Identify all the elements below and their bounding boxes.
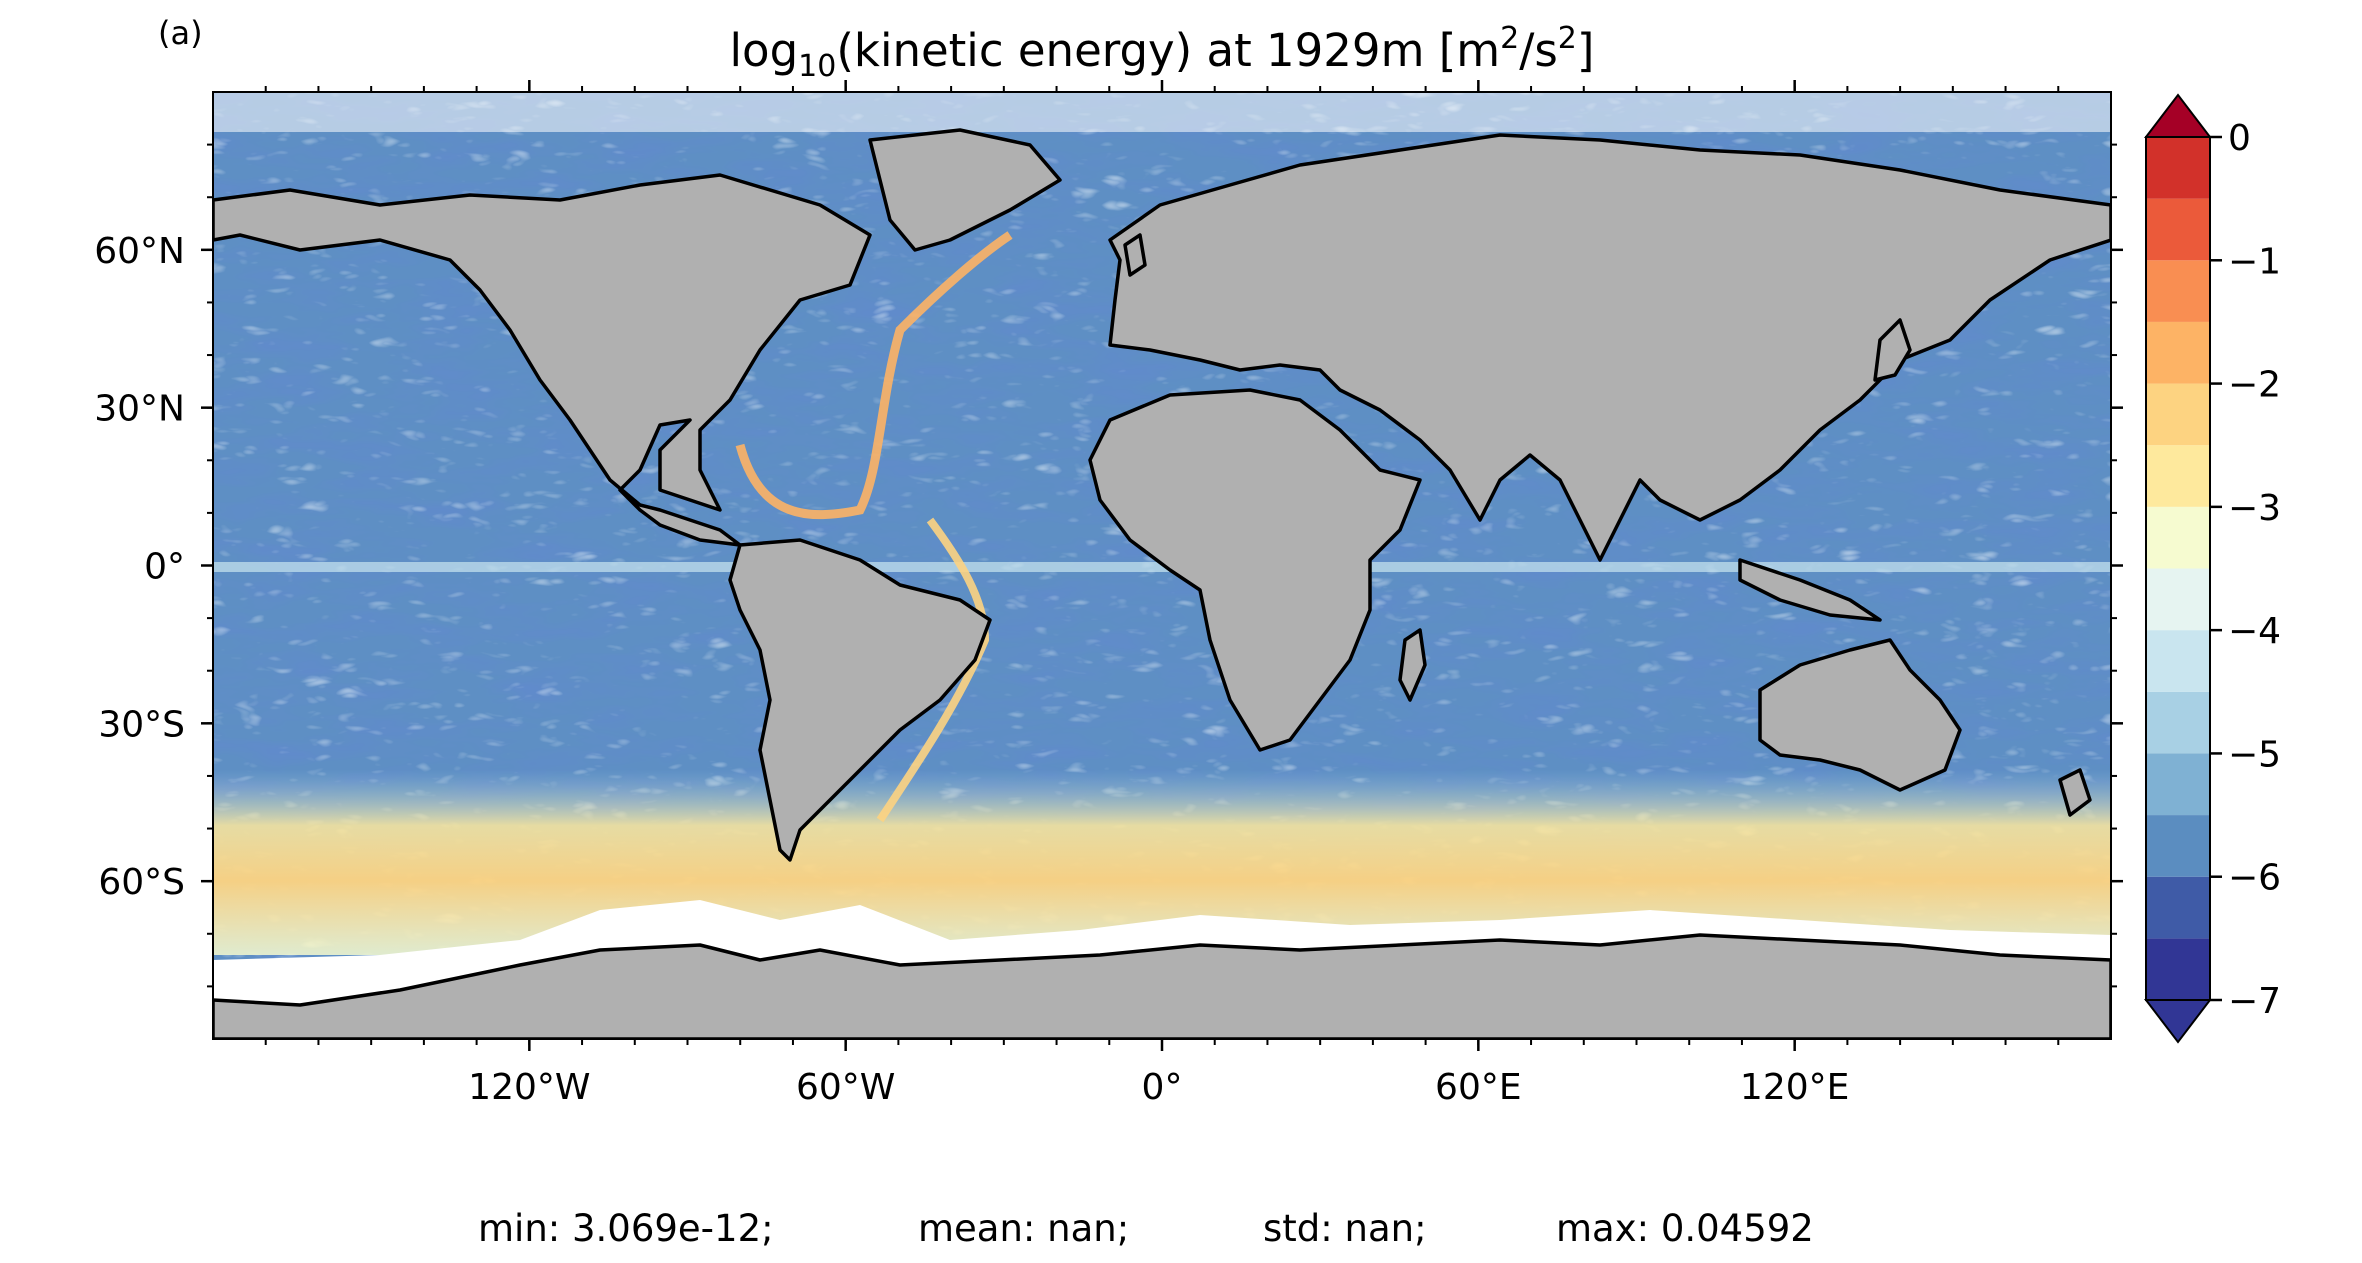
colorbar: 0 −1 −2 −3 −4 −5 −6 −7	[2143, 93, 2281, 1044]
longitude-axis: 120°W 60°W 0° 60°E 120°E	[264, 80, 2060, 1108]
colorbar-level	[2146, 753, 2210, 816]
lat-tick-label: 30°S	[98, 704, 185, 745]
lat-tick-label: 0°	[144, 547, 185, 588]
title-main: (kinetic energy) at 1929m [m	[836, 24, 1500, 77]
lon-tick-label: 60°W	[796, 1067, 895, 1108]
colorbar-max-arrow	[2143, 93, 2213, 138]
north-america	[213, 173, 872, 547]
uk	[1123, 233, 1147, 277]
gulf-stream	[735, 231, 1013, 520]
arctic-ice	[213, 92, 2111, 132]
lon-tick-label: 0°	[1142, 1067, 1183, 1108]
colorbar-min-arrow	[2143, 999, 2213, 1044]
antarctica	[213, 933, 2111, 1039]
colorbar-frame	[2145, 136, 2211, 1001]
lat-tick-label: 60°S	[98, 862, 185, 903]
colorbar-level	[2146, 938, 2210, 1000]
panel-label: (a)	[158, 14, 203, 52]
colorbar-tick-label: −2	[2228, 365, 2281, 406]
colorbar-tick-label: −1	[2228, 241, 2281, 282]
title-prefix: log	[730, 24, 799, 77]
colorbar-level	[2146, 198, 2210, 261]
stat-min: min: 3.069e-12;	[478, 1207, 774, 1250]
colorbar-tick-label: −5	[2228, 734, 2281, 775]
colorbar-level	[2146, 506, 2210, 569]
lon-tick-label: 60°E	[1435, 1067, 1522, 1108]
lon-tick-label: 120°E	[1740, 1067, 1849, 1108]
australia	[1758, 638, 1962, 792]
colorbar-tick-label: −6	[2228, 858, 2281, 899]
brazil-current	[876, 517, 990, 823]
colorbar-level	[2146, 691, 2210, 754]
japan	[1873, 318, 1912, 382]
africa	[1088, 388, 1422, 752]
indonesia	[1738, 558, 1882, 622]
new-zealand	[2058, 768, 2092, 817]
lat-tick-label: 60°N	[94, 231, 185, 272]
equatorial-band	[213, 562, 2111, 572]
colorbar-level	[2146, 815, 2210, 877]
colorbar-level	[2146, 321, 2210, 384]
title-suffix: ]	[1577, 24, 1595, 77]
madagascar	[1398, 628, 1427, 702]
colorbar-level	[2146, 630, 2210, 692]
stat-std: std: nan;	[1263, 1207, 1427, 1250]
lat-tick-label: 30°N	[94, 389, 185, 430]
title-mid: /s	[1519, 24, 1558, 77]
land	[213, 128, 2111, 1039]
colorbar-tick-label: −7	[2228, 981, 2281, 1022]
colorbar-tick-label: −4	[2228, 611, 2281, 652]
colorbar-level	[2146, 260, 2210, 322]
title-subscript: 10	[798, 49, 836, 84]
south-america	[728, 538, 992, 862]
stat-max: max: 0.04592	[1556, 1207, 1814, 1250]
colorbar-level	[2146, 383, 2210, 446]
colorbar-level	[2146, 137, 2210, 199]
map-area	[213, 92, 2111, 1039]
stat-mean: mean: nan;	[918, 1207, 1129, 1250]
plot-title: log10(kinetic energy) at 1929m [m2/s2]	[730, 21, 1595, 84]
colorbar-level	[2146, 568, 2210, 631]
greenland	[868, 128, 1062, 252]
title-sup1: 2	[1500, 21, 1519, 56]
colorbar-level	[2146, 445, 2210, 507]
latitude-axis: 60°N 30°N 0° 30°S 60°S	[94, 143, 2123, 988]
colorbar-level	[2146, 876, 2210, 939]
eurasia	[1108, 133, 2111, 562]
colorbar-tick-label: 0	[2228, 118, 2251, 159]
title-sup2: 2	[1558, 21, 1577, 56]
colorbar-tick-label: −3	[2228, 488, 2281, 529]
lon-tick-label: 120°W	[468, 1067, 590, 1108]
